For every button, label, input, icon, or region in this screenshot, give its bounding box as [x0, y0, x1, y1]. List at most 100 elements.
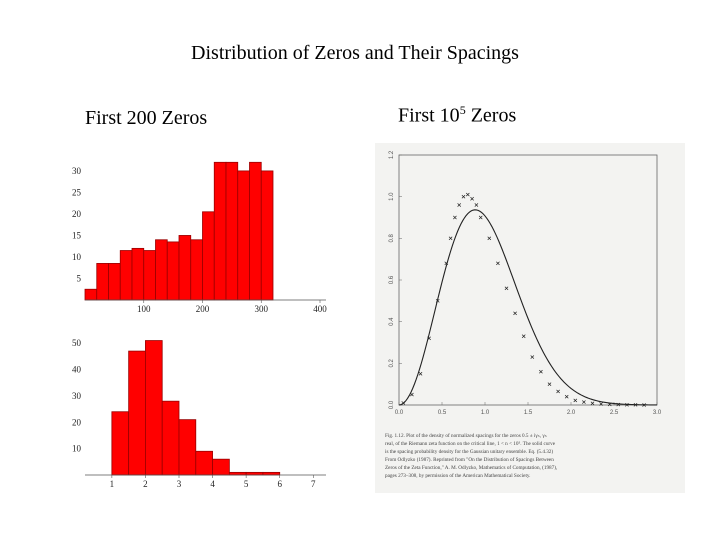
scan-data-point — [521, 334, 526, 339]
scan-data-point — [457, 203, 462, 207]
bottom-hist-x-tick-label: 2 — [143, 479, 148, 489]
scan-data-point — [465, 192, 470, 197]
scan-data-point — [470, 196, 474, 201]
scan-data-point — [478, 215, 483, 220]
scan-data-point — [448, 236, 453, 241]
bottom-hist-y-tick-label: 20 — [72, 417, 82, 427]
scan-data-point — [539, 369, 543, 374]
bottom-hist-y-tick-label: 50 — [72, 338, 82, 348]
top-hist-bar — [96, 263, 109, 301]
scan-x-tick-label: 2.5 — [610, 410, 619, 416]
right-label-suffix: Zeros — [465, 104, 517, 127]
top-hist-bar — [190, 239, 203, 301]
top-hist-x-tick-label: 200 — [196, 304, 210, 314]
top-hist-bar — [166, 241, 180, 301]
scan-data-point — [513, 311, 517, 316]
right-label-exponent: 5 — [459, 103, 466, 117]
top-hist-bar — [260, 170, 274, 301]
scan-x-tick-label: 0.0 — [395, 410, 404, 416]
scan-x-tick-label: 1.0 — [481, 410, 490, 416]
top-hist-bar — [213, 161, 227, 301]
scan-caption-line: Zeros of the Zeta Function," A. M. Odlyz… — [385, 464, 557, 471]
scan-y-tick-label: 1.2 — [389, 150, 395, 159]
bottom-hist-bar — [128, 350, 146, 476]
bottom-hist-x-tick-label: 3 — [177, 479, 182, 489]
scan-data-point — [616, 402, 621, 407]
bottom-hist-bar — [178, 419, 197, 476]
scan-data-point — [401, 401, 406, 405]
scan-data-point — [474, 203, 479, 207]
scan-data-point — [496, 261, 500, 266]
page-title: Distribution of Zeros and Their Spacings — [191, 42, 519, 64]
top-hist-y-tick-label: 20 — [72, 209, 82, 219]
zeros-histogram-chart: 100 200 300 400 5 10 15 20 25 30 — [72, 161, 327, 314]
scan-caption-line: is the spacing probability density for t… — [385, 448, 553, 455]
scan-x-tick-label: 3.0 — [653, 410, 662, 416]
scan-y-tick-label: 0.2 — [389, 359, 395, 368]
scan-data-point — [418, 371, 423, 376]
scan-data-point — [504, 286, 509, 291]
scan-caption-line: pages 273–308, by permission of the Amer… — [385, 472, 530, 479]
scan-data-point — [582, 400, 586, 404]
scan-y-tick-label: 0.4 — [389, 317, 395, 326]
bottom-hist-x-tick-label: 1 — [110, 479, 115, 489]
scan-data-point — [461, 194, 466, 199]
scan-data-point — [487, 236, 492, 241]
scan-caption-line: real, of the Riemann zeta function on th… — [385, 440, 556, 447]
bottom-hist-x-tick-label: 7 — [311, 479, 316, 489]
bottom-hist-bar — [161, 400, 180, 476]
left-panel-label: First 200 Zeros — [85, 107, 208, 129]
top-hist-y-tick-label: 25 — [72, 187, 82, 197]
top-hist-bar — [131, 247, 145, 301]
scan-caption-line: Fig. 1.12. Plot of the density of normal… — [385, 432, 547, 439]
scan-data-point — [547, 382, 552, 387]
top-hist-bar — [119, 250, 133, 301]
spacings-histogram-chart: 1 2 3 4 5 6 7 10 20 30 40 50 — [72, 338, 326, 489]
bottom-hist-x-tick-label: 6 — [277, 479, 282, 489]
bottom-hist-bar — [195, 450, 213, 476]
top-hist-x-tick-label: 400 — [313, 304, 327, 314]
top-hist-y-tick-label: 30 — [72, 166, 82, 176]
top-hist-bar — [108, 263, 121, 301]
scan-data-point — [556, 389, 560, 394]
bottom-hist-bar — [111, 411, 130, 476]
bottom-hist-y-tick-label: 30 — [72, 391, 82, 401]
scan-data-point — [435, 298, 440, 303]
right-panel-label: First 105 Zeros — [398, 103, 516, 128]
scan-y-tick-label: 0.8 — [389, 234, 395, 243]
top-hist-x-tick-label: 100 — [137, 304, 151, 314]
scan-x-tick-label: 1.5 — [524, 410, 533, 416]
top-hist-bar — [237, 170, 250, 301]
spacing-density-chart: 0.0 0.5 1.0 1.5 2.0 2.5 3.0 0.0 0.2 0.4 0.6 0.8 1.0 1… — [375, 143, 685, 493]
top-hist-y-tick-label: 5 — [77, 273, 82, 283]
scan-y-tick-label: 0.6 — [389, 275, 395, 284]
bottom-hist-x-tick-label: 4 — [210, 479, 215, 489]
scan-gue-curve — [398, 209, 658, 406]
top-hist-bar — [225, 161, 239, 301]
scan-data-point — [599, 402, 603, 406]
scan-data-point — [590, 401, 595, 406]
scan-data-point — [410, 392, 414, 397]
scan-data-point — [607, 402, 612, 407]
scan-y-tick-label: 1.0 — [389, 192, 395, 201]
top-hist-bar — [155, 239, 168, 301]
scan-x-tick-label: 2.0 — [567, 410, 576, 416]
scan-data-point — [642, 403, 646, 407]
right-label-prefix: First 10 — [398, 104, 460, 127]
top-hist-bar — [143, 250, 156, 301]
top-hist-x-tick-label: 300 — [255, 304, 269, 314]
scan-data-point — [633, 402, 638, 407]
bottom-hist-bar — [212, 458, 230, 476]
scan-y-tick-label: 0.0 — [389, 400, 395, 409]
scan-data-point — [625, 402, 629, 407]
bottom-hist-y-tick-label: 40 — [72, 365, 82, 375]
scan-data-point — [573, 398, 578, 403]
top-hist-bar — [84, 288, 98, 301]
scan-data-point — [564, 394, 569, 399]
scan-background — [375, 143, 685, 493]
bottom-hist-x-tick-label: 5 — [244, 479, 249, 489]
top-hist-bar — [249, 161, 262, 301]
scan-data-point — [427, 336, 431, 341]
top-hist-bar — [202, 211, 215, 301]
scan-data-point — [530, 355, 535, 359]
